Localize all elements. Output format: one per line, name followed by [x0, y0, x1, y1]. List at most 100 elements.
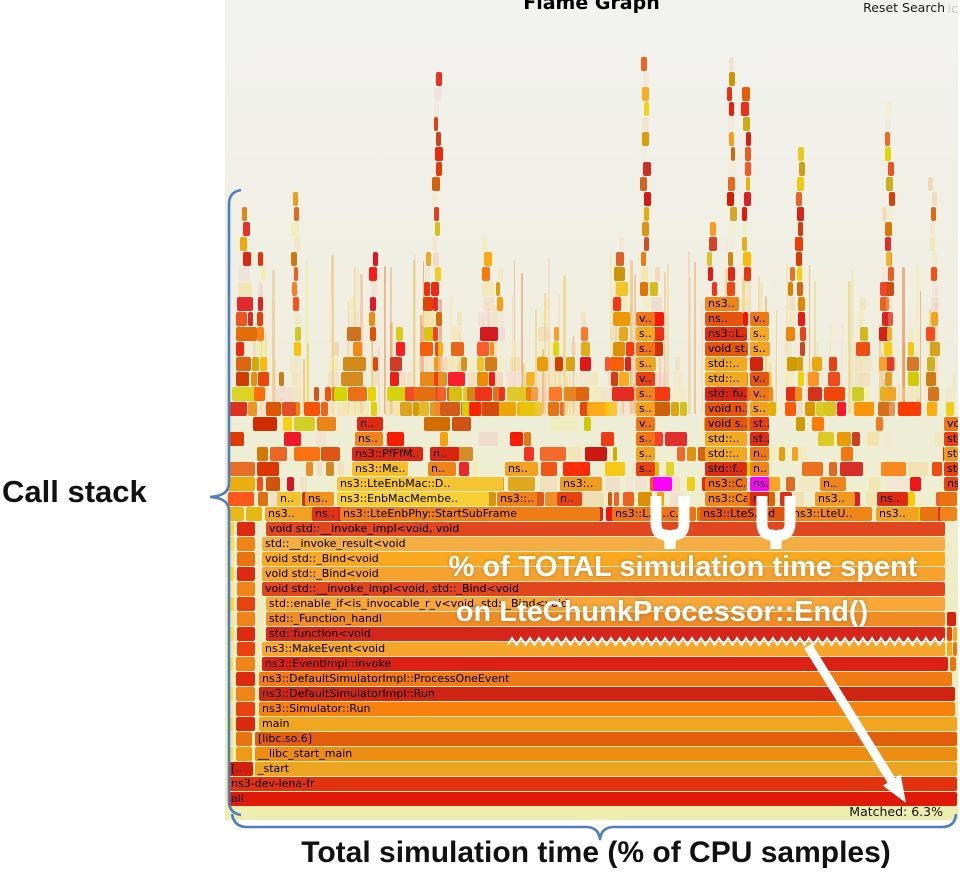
flame-texture-block[interactable]	[953, 642, 957, 656]
flame-texture-block[interactable]	[237, 537, 255, 551]
flame-texture-block[interactable]	[236, 717, 255, 731]
flame-frame[interactable]: std::function<void	[266, 627, 945, 641]
flame-frame[interactable]: ns..	[750, 492, 769, 506]
flame-frame[interactable]: void std::__invoke_impl<void, std::_Bind…	[262, 582, 945, 596]
flame-texture-block[interactable]	[237, 597, 255, 611]
flame-frame[interactable]: v..	[636, 417, 655, 431]
flame-frame[interactable]: s..	[636, 402, 655, 416]
flame-frame[interactable]: ns3..	[265, 507, 310, 521]
flame-frame[interactable]: std::__invoke_result<void	[262, 537, 945, 551]
flame-frame[interactable]: std::f..	[705, 462, 747, 476]
flame-frame[interactable]: voi	[944, 417, 958, 431]
flame-frame[interactable]: std	[944, 447, 958, 461]
flame-texture-block[interactable]	[228, 702, 233, 716]
flame-texture-block[interactable]	[237, 582, 255, 596]
flame-texture-block[interactable]	[228, 567, 234, 581]
flame-frame[interactable]: s..	[750, 327, 769, 341]
flame-frame[interactable]: ns3..	[705, 297, 739, 311]
flame-frame[interactable]: ns3::LteU..	[790, 507, 872, 521]
flame-texture-block[interactable]	[947, 642, 952, 656]
flame-texture-block[interactable]	[236, 657, 255, 671]
flame-texture-block[interactable]	[750, 357, 763, 371]
flame-frame[interactable]: all	[228, 792, 957, 806]
flame-frame[interactable]: void s..	[705, 417, 747, 431]
flame-frame[interactable]: ns3::EventImpl::Invoke	[262, 657, 948, 671]
flame-frame[interactable]: std::_Function_handl	[266, 612, 945, 626]
flame-frame[interactable]: ns3::PfFfM..	[352, 447, 423, 461]
flame-frame[interactable]: std::..	[705, 372, 747, 386]
flame-frame[interactable]: v..	[750, 387, 769, 401]
flame-texture-block[interactable]	[228, 597, 234, 611]
flame-texture-block[interactable]	[237, 642, 255, 656]
flame-texture-block[interactable]	[950, 657, 956, 671]
flame-texture-block[interactable]	[653, 477, 672, 491]
flame-frame[interactable]: ns..	[505, 462, 538, 476]
flame-frame[interactable]: ns3::DefaultSimulatorImpl::ProcessOneEve…	[259, 672, 952, 686]
flame-frame[interactable]: s..	[636, 462, 655, 476]
flame-frame[interactable]: st..	[750, 432, 769, 446]
flame-frame[interactable]: v..	[750, 312, 769, 326]
flame-frame[interactable]: __libc_start_main	[255, 747, 957, 761]
flame-frame[interactable]: std	[944, 432, 958, 446]
flame-texture-block[interactable]	[228, 642, 234, 656]
flame-texture-block[interactable]	[228, 582, 234, 596]
flame-frame[interactable]: [..	[228, 762, 253, 776]
flame-frame[interactable]: ns..	[705, 312, 743, 326]
flame-frame[interactable]: st..	[750, 417, 769, 431]
flame-texture-block[interactable]	[228, 687, 233, 701]
flame-frame[interactable]: [libc.so.6]	[255, 732, 957, 746]
flame-frame[interactable]: s..	[636, 447, 655, 461]
flame-frame[interactable]: void st..	[705, 342, 747, 356]
flame-frame[interactable]: ns3..	[876, 507, 918, 521]
flame-texture-block[interactable]	[236, 687, 255, 701]
flame-texture-block[interactable]	[228, 732, 233, 746]
flame-frame[interactable]: std	[944, 462, 958, 476]
flame-frame[interactable]: s..	[750, 402, 769, 416]
flame-frame[interactable]: ns..	[305, 492, 334, 506]
flame-frame[interactable]: ns3	[944, 477, 958, 491]
flame-texture-block[interactable]	[228, 522, 234, 536]
flame-frame[interactable]: s..	[636, 357, 655, 371]
flame-frame[interactable]: ns3::L..	[705, 327, 747, 341]
flame-frame[interactable]: v..	[636, 372, 655, 386]
flame-frame[interactable]: v..	[750, 372, 769, 386]
flame-frame[interactable]: ns3::LteEnbMac::D..	[337, 477, 503, 491]
flame-texture-block[interactable]	[920, 507, 938, 521]
flame-frame[interactable]: ns3::LteEnbPhy::StartSubFrame	[340, 507, 600, 521]
flame-frame[interactable]: ns..	[750, 477, 769, 491]
flame-texture-block[interactable]	[236, 732, 252, 746]
flame-frame[interactable]: std::fu..	[705, 387, 747, 401]
flame-frame[interactable]: ns3::..	[497, 492, 537, 506]
flame-frame[interactable]: n..	[277, 492, 301, 506]
flame-frame[interactable]: s..	[636, 387, 655, 401]
flame-frame[interactable]: std::..	[705, 432, 747, 446]
flame-frame[interactable]: ns3-dev-lena-fr	[228, 777, 957, 791]
flame-texture-block[interactable]	[236, 702, 255, 716]
flame-frame[interactable]: ns3::Simulator::Run	[259, 702, 955, 716]
flame-frame[interactable]: v..	[636, 312, 655, 326]
flame-frame[interactable]: s..	[636, 342, 655, 356]
flame-texture-block[interactable]	[953, 627, 957, 641]
flame-frame[interactable]: ns3::DefaultSimulatorImpl::Run	[259, 687, 955, 701]
flame-frame[interactable]: void n..	[705, 402, 747, 416]
flame-texture-block[interactable]	[228, 552, 234, 566]
flame-frame[interactable]: ns3::LteS..ed	[700, 507, 786, 521]
flame-frame[interactable]: _start	[255, 762, 957, 776]
flame-frame[interactable]: ns3..	[815, 492, 855, 506]
flame-frame[interactable]: ns3::MakeEvent<void	[262, 642, 945, 656]
flame-frame[interactable]: n..	[430, 447, 459, 461]
flame-texture-block[interactable]	[237, 567, 255, 581]
flame-texture-block[interactable]	[237, 552, 255, 566]
flame-texture-block[interactable]	[236, 747, 252, 761]
flame-frame[interactable]: std::enable_if<is_invocable_r_v<void, st…	[266, 597, 945, 611]
flame-texture-block[interactable]	[228, 537, 234, 551]
flame-frame[interactable]: ns3::L..S..c..	[612, 507, 696, 521]
flame-texture-block[interactable]	[228, 612, 234, 626]
flame-texture-block[interactable]	[236, 672, 255, 686]
flame-frame[interactable]: ns3::Me..	[352, 462, 408, 476]
flame-frame[interactable]: std::..	[705, 357, 747, 371]
flame-texture-block[interactable]	[237, 522, 255, 536]
reset-search-button[interactable]: Reset Search	[863, 0, 945, 15]
flame-texture-block[interactable]	[940, 492, 957, 506]
flame-texture-block[interactable]	[947, 612, 956, 626]
